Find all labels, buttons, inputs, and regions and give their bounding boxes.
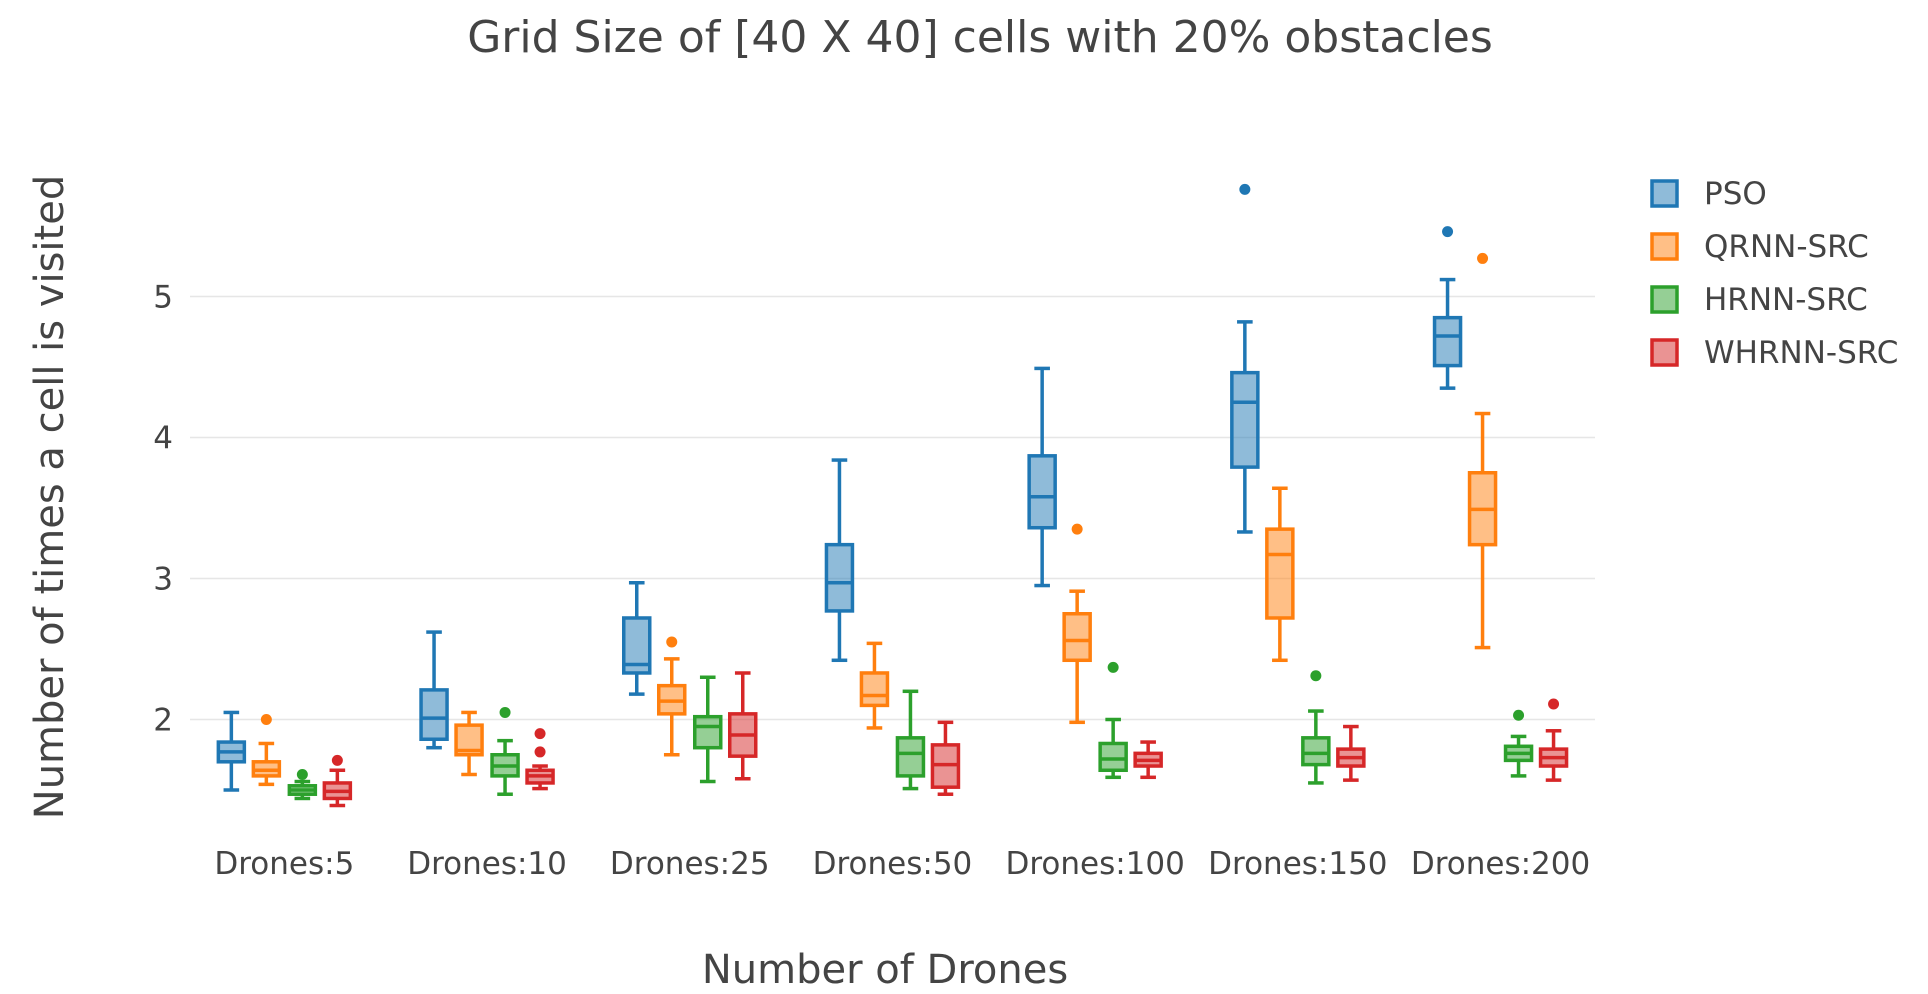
box-iqr xyxy=(1098,741,1128,773)
box-iqr xyxy=(859,671,890,708)
box-iqr xyxy=(1265,527,1295,620)
outlier-point xyxy=(1310,670,1322,682)
chart-title: Grid Size of [40 X 40] cells with 20% ob… xyxy=(467,12,1493,63)
box-hrnn-src-6 xyxy=(1503,709,1534,778)
outlier-point xyxy=(1442,226,1454,238)
box-pso-3 xyxy=(824,458,855,663)
box-hrnn-src-5 xyxy=(1301,670,1331,785)
box-pso-4 xyxy=(1027,366,1057,588)
outlier-point xyxy=(534,728,546,740)
box-qrnn-src-0 xyxy=(251,714,282,787)
box-iqr xyxy=(1230,370,1260,469)
legend: PSO QRNN-SRC HRNN-SRC WHRNN-SRC xyxy=(1650,176,1898,371)
x-tick-label: Drones:150 xyxy=(1208,846,1387,882)
outlier-point xyxy=(499,706,511,718)
x-tick-label: Drones:100 xyxy=(1005,846,1184,882)
outlier-point xyxy=(666,636,678,648)
box-hrnn-src-3 xyxy=(895,689,926,791)
gridlines xyxy=(190,295,1595,721)
x-tick-label: Drones:5 xyxy=(214,846,354,882)
y-tick-label: 5 xyxy=(153,280,173,316)
legend-item-hrnn-src[interactable]: HRNN-SRC xyxy=(1650,282,1868,318)
legend-item-whrnn-src[interactable]: WHRNN-SRC xyxy=(1650,335,1898,371)
outlier-point xyxy=(1513,709,1525,721)
box-whrnn-src-1 xyxy=(525,728,555,791)
x-tick-label: Drones:200 xyxy=(1411,846,1590,882)
legend-item-pso[interactable]: PSO xyxy=(1650,176,1767,212)
box-hrnn-src-4 xyxy=(1098,661,1128,780)
box-hrnn-src-1 xyxy=(490,706,520,796)
outlier-point xyxy=(534,746,546,758)
box-iqr xyxy=(824,542,855,613)
box-iqr xyxy=(895,736,926,778)
x-tick-label: Drones:50 xyxy=(813,846,973,882)
x-axis-title: Number of Drones xyxy=(702,947,1068,993)
box-pso-0 xyxy=(216,710,247,792)
outlier-point xyxy=(1548,698,1560,710)
box-hrnn-src-2 xyxy=(693,675,723,784)
y-tick-label: 3 xyxy=(153,562,173,598)
x-axis-ticks: Drones:5 Drones:10 Drones:25 Drones:50 Drone… xyxy=(214,846,1590,882)
box-qrnn-src-6 xyxy=(1467,252,1498,650)
box-iqr xyxy=(419,688,449,741)
legend-swatch xyxy=(1650,338,1679,367)
legend-swatch xyxy=(1650,179,1679,208)
box-qrnn-src-4 xyxy=(1062,523,1092,725)
box-pso-1 xyxy=(419,630,449,750)
legend-label: HRNN-SRC xyxy=(1704,282,1868,318)
box-iqr xyxy=(1301,736,1331,767)
x-tick-label: Drones:25 xyxy=(610,846,770,882)
plot-area xyxy=(216,183,1569,808)
legend-label: PSO xyxy=(1704,176,1767,212)
legend-label: WHRNN-SRC xyxy=(1704,335,1898,371)
outlier-point xyxy=(331,754,343,766)
box-iqr xyxy=(693,714,723,750)
box-whrnn-src-5 xyxy=(1336,724,1366,782)
legend-label: QRNN-SRC xyxy=(1704,229,1869,265)
box-hrnn-src-0 xyxy=(287,768,318,801)
outlier-point xyxy=(296,768,308,780)
outlier-point xyxy=(260,714,272,725)
box-pso-5 xyxy=(1230,183,1260,534)
box-qrnn-src-3 xyxy=(859,641,890,730)
outlier-point xyxy=(1071,523,1083,535)
box-whrnn-src-3 xyxy=(930,720,961,796)
box-qrnn-src-5 xyxy=(1265,486,1295,663)
outlier-point xyxy=(1239,183,1251,195)
box-iqr xyxy=(1062,612,1092,663)
box-pso-2 xyxy=(622,580,652,696)
outlier-point xyxy=(1107,661,1119,673)
y-axis-title: Number of times a cell is visited xyxy=(27,175,73,819)
legend-swatch xyxy=(1650,232,1679,261)
outlier-point xyxy=(1477,252,1489,264)
y-tick-label: 4 xyxy=(153,421,173,457)
box-qrnn-src-2 xyxy=(657,636,687,757)
box-whrnn-src-2 xyxy=(728,671,758,781)
box-iqr xyxy=(1432,315,1463,368)
y-tick-label: 2 xyxy=(153,703,173,739)
y-axis-ticks: 2 3 4 5 xyxy=(153,280,173,739)
x-tick-label: Drones:10 xyxy=(407,846,567,882)
legend-item-qrnn-src[interactable]: QRNN-SRC xyxy=(1650,229,1869,265)
legend-swatch xyxy=(1650,285,1679,314)
box-whrnn-src-6 xyxy=(1538,698,1569,782)
box-qrnn-src-1 xyxy=(454,710,484,777)
box-iqr xyxy=(1027,454,1057,530)
box-pso-6 xyxy=(1432,226,1463,390)
box-whrnn-src-4 xyxy=(1133,740,1163,780)
box-whrnn-src-0 xyxy=(322,754,353,808)
